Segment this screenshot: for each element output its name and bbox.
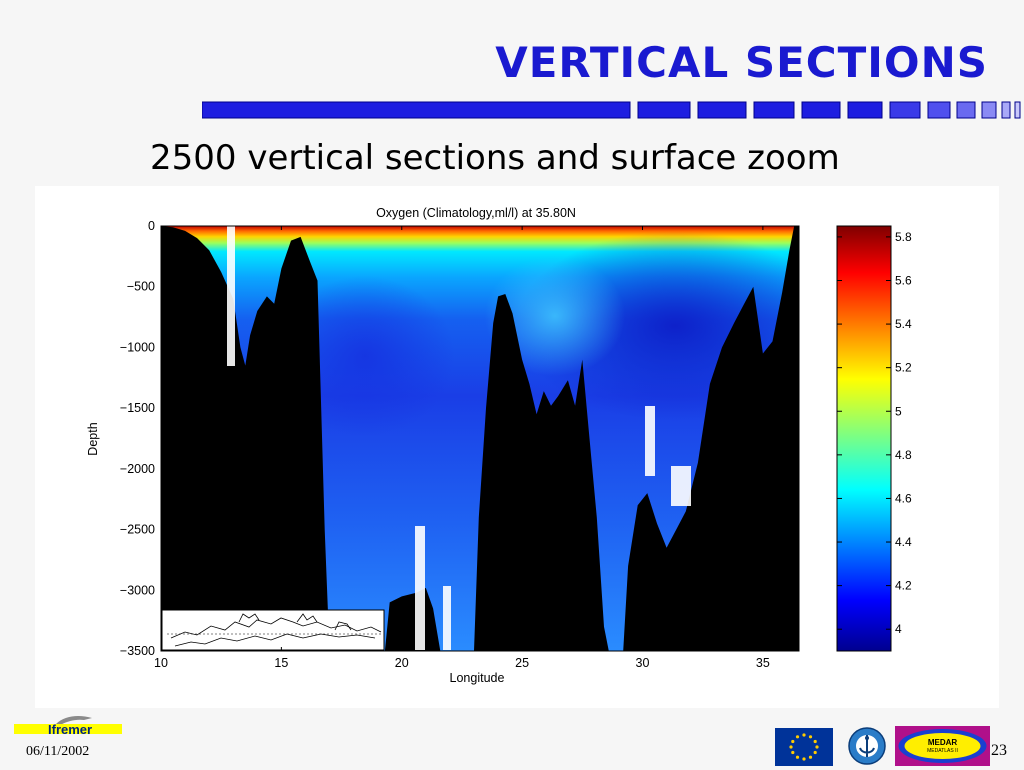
seafloor-bathymetry — [161, 226, 799, 651]
plot-frame — [160, 225, 800, 652]
colorbar-tick-label: 5.8 — [895, 230, 912, 244]
y-tick-label: −3500 — [120, 644, 155, 658]
footer-date: 06/11/2002 — [26, 744, 90, 759]
x-tick-label: 35 — [756, 656, 770, 670]
masked-cell — [671, 466, 691, 506]
y-tick-label: −3000 — [120, 583, 155, 597]
masked-cell — [227, 226, 235, 366]
y-tick-label: −1000 — [120, 340, 155, 354]
dolphin-icon — [56, 716, 92, 725]
slide-subtitle: 2500 vertical sections and surface zoom — [150, 138, 840, 178]
chart-title: Oxygen (Climatology,ml/l) at 35.80N — [376, 206, 576, 220]
colorbar-tick-label: 5.4 — [895, 317, 912, 331]
y-tick-label: −2000 — [120, 462, 155, 476]
colorbar-tick-label: 5 — [895, 404, 902, 418]
ifremer-wordmark: Ifremer — [48, 722, 93, 737]
x-tick-label: 30 — [636, 656, 650, 670]
ionian-high-oxygen — [485, 256, 625, 376]
y-tick-label: 0 — [148, 219, 155, 233]
colorbar-tick-label: 5.2 — [895, 361, 912, 375]
y-axis-label: Depth — [86, 422, 100, 455]
ioc-logo-icon — [847, 726, 887, 766]
colorbar-tick-label: 5.6 — [895, 273, 912, 287]
masked-cell — [415, 526, 425, 650]
ifremer-band — [14, 724, 122, 734]
medar-line2: MEDATLAS II — [927, 748, 958, 754]
x-tick-label: 10 — [154, 656, 168, 670]
colorbar-tick-label: 4.2 — [895, 579, 912, 593]
colorbar-tick-label: 4.4 — [895, 535, 912, 549]
oxygen-section-chart: Oxygen (Climatology,ml/l) at 35.80N 10 15… — [86, 206, 912, 685]
y-tick-label: −1500 — [120, 401, 155, 415]
y-tick-label: −500 — [127, 280, 155, 294]
masked-cell — [443, 586, 451, 650]
slide-title: VERTICAL SECTIONS — [495, 38, 988, 87]
decorative-title-bar — [202, 101, 1021, 119]
page-number: 23 — [991, 742, 1007, 759]
x-tick-label: 15 — [274, 656, 288, 670]
medar-logo: MEDAR MEDATLAS II — [895, 726, 990, 766]
eu-flag-icon — [775, 728, 833, 766]
y-tick-label: −2500 — [120, 523, 155, 537]
colorbar-tick-label: 4.6 — [895, 491, 912, 505]
colorbar-ticks: 5.8 5.6 5.4 5.2 5 4.8 4.6 4.4 4.2 4 — [837, 230, 912, 636]
x-tick-label: 20 — [395, 656, 409, 670]
oxygen-section-figure: Oxygen (Climatology,ml/l) at 35.80N 10 15… — [35, 186, 999, 708]
masked-cell — [645, 406, 655, 476]
x-axis-label: Longitude — [450, 671, 505, 685]
x-axis-ticks: 10 15 20 25 30 35 — [154, 226, 770, 670]
ifremer-logo: Ifremer — [14, 714, 126, 742]
plot-area — [161, 226, 799, 651]
medar-line1: MEDAR — [927, 738, 958, 747]
colorbar-tick-label: 4 — [895, 622, 902, 636]
colorbar-tick-label: 4.8 — [895, 448, 912, 462]
inset-map — [161, 609, 385, 651]
colorbar — [836, 225, 892, 652]
x-tick-label: 25 — [515, 656, 529, 670]
y-axis-ticks: 0 −500 −1000 −1500 −2000 −2500 −3000 −3500 — [120, 219, 799, 658]
